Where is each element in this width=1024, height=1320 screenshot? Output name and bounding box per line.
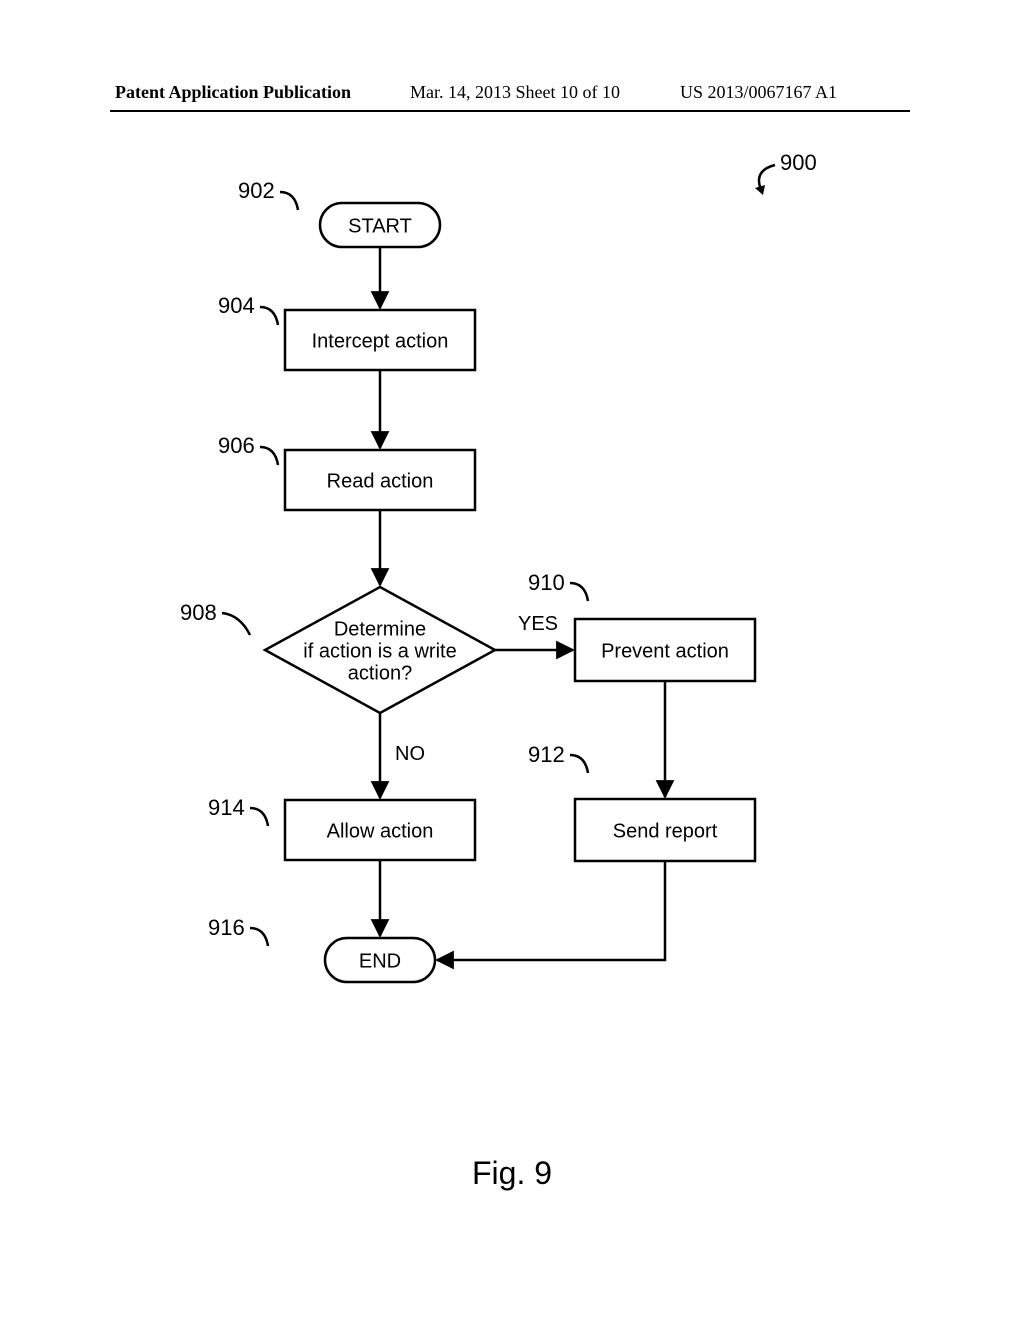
prevent-label: Prevent action — [601, 640, 729, 662]
node-decide: Determine if action is a write action? 9… — [180, 587, 495, 713]
no-label: NO — [395, 743, 425, 765]
node-report: Send report 912 — [528, 742, 755, 861]
ref-908: 908 — [180, 600, 217, 625]
decide-l2: if action is a write — [303, 640, 456, 662]
page: Patent Application Publication Mar. 14, … — [0, 0, 1024, 1320]
node-prevent: Prevent action 910 — [528, 570, 755, 681]
yes-label: YES — [518, 613, 558, 635]
ref-916: 916 — [208, 915, 245, 940]
flowchart-svg: 900 START 902 Intercept action 904 Read … — [0, 130, 1024, 1230]
ref-902: 902 — [238, 178, 275, 203]
ref-914: 914 — [208, 795, 245, 820]
allow-label: Allow action — [327, 820, 434, 842]
node-start: START 902 — [238, 178, 440, 247]
ref-910: 910 — [528, 570, 565, 595]
header-rule — [110, 110, 910, 112]
decide-l3: action? — [348, 662, 413, 684]
node-end: END 916 — [208, 915, 435, 982]
end-label: END — [359, 950, 401, 972]
start-label: START — [348, 215, 412, 237]
read-label: Read action — [327, 470, 434, 492]
header-right: US 2013/0067167 A1 — [680, 82, 837, 103]
ref-912: 912 — [528, 742, 565, 767]
ref-904: 904 — [218, 293, 255, 318]
ref-906: 906 — [218, 433, 255, 458]
diagram-ref-900: 900 — [755, 150, 817, 195]
edge-report-end — [437, 861, 665, 960]
header-mid: Mar. 14, 2013 Sheet 10 of 10 — [410, 82, 620, 103]
figure-label: Fig. 9 — [0, 1155, 1024, 1192]
ref-900-text: 900 — [780, 150, 817, 175]
header-left: Patent Application Publication — [115, 82, 351, 103]
node-intercept: Intercept action 904 — [218, 293, 475, 370]
decide-l1: Determine — [334, 618, 426, 640]
node-allow: Allow action 914 — [208, 795, 475, 860]
node-read: Read action 906 — [218, 433, 475, 510]
intercept-label: Intercept action — [312, 330, 449, 352]
report-label: Send report — [613, 820, 718, 842]
